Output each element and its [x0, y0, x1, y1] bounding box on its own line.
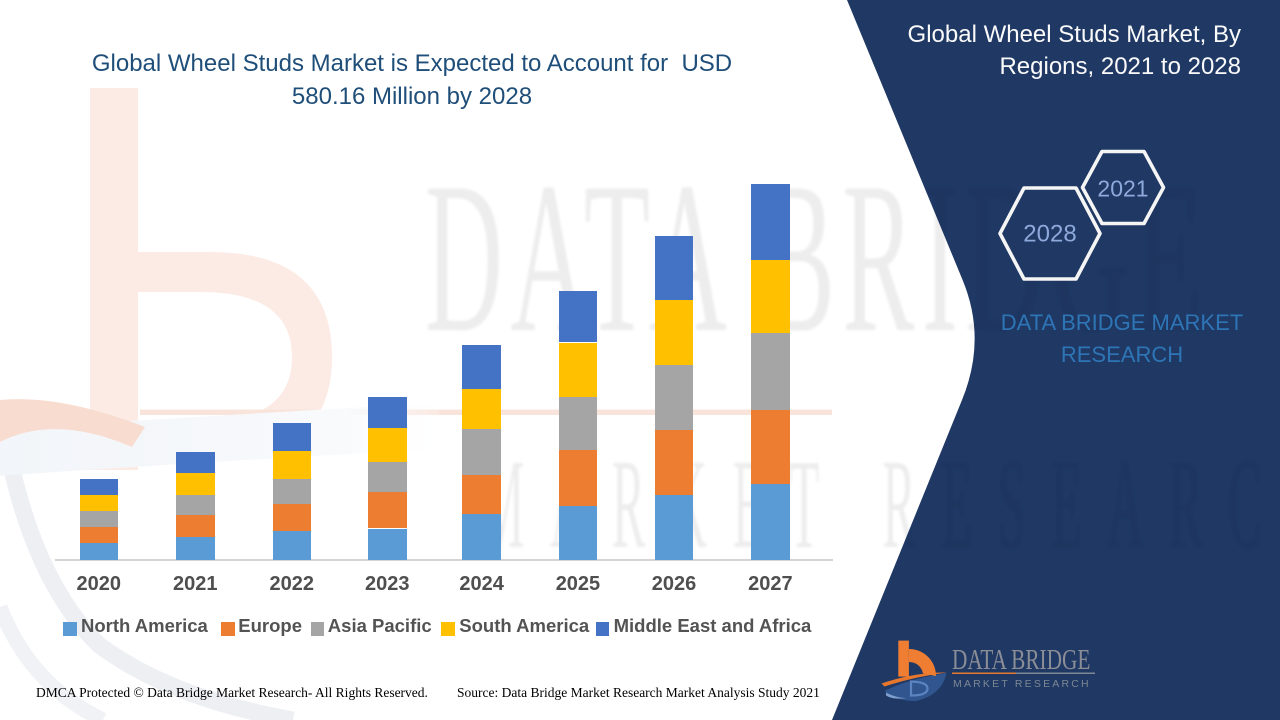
svg-text:2028: 2028: [1023, 220, 1076, 247]
svg-text:DATA BRIDGE: DATA BRIDGE: [425, 138, 1210, 377]
svg-text:DATA BRIDGE: DATA BRIDGE: [952, 645, 1090, 675]
svg-text:2021: 2021: [1097, 175, 1148, 201]
svg-text:MARKET RESEARCH: MARKET RESEARCH: [953, 678, 1091, 690]
